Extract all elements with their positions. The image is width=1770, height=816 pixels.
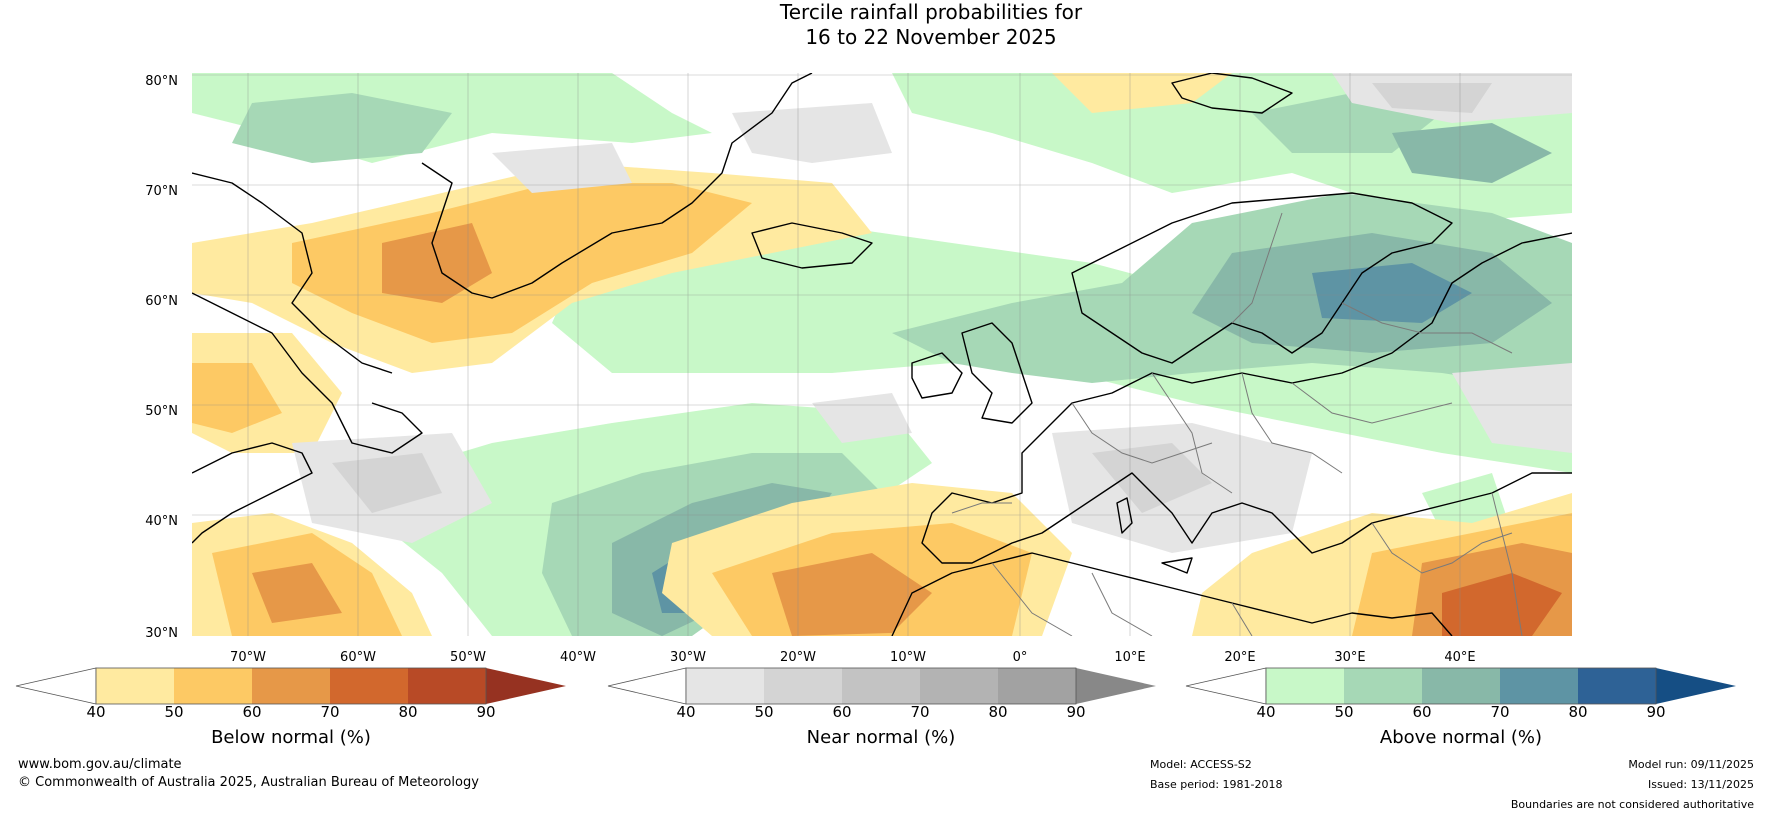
below-normal-colorbar-svg	[15, 667, 566, 705]
rainfall-probability-map	[192, 73, 1572, 636]
below-tick-80: 80	[398, 703, 418, 721]
model-name: Model: ACCESS-S2	[1150, 758, 1252, 771]
near-swatch-3	[842, 668, 920, 704]
above-swatch-3	[1422, 668, 1500, 704]
lon-label-70w: 70°W	[230, 650, 266, 665]
above-swatch-2	[1344, 668, 1422, 704]
lon-label-20w: 20°W	[780, 650, 816, 665]
above-normal-colorbar	[1185, 667, 1736, 705]
above-swatch-4	[1500, 668, 1578, 704]
lat-label-50n: 50°N	[145, 404, 178, 419]
lat-label-80n: 80°N	[145, 74, 178, 89]
above-swatch-5	[1578, 668, 1656, 704]
below-tick-50: 50	[164, 703, 184, 721]
below-swatch-3	[252, 668, 330, 704]
lon-label-20e: 20°E	[1224, 650, 1256, 665]
below-swatch-2	[174, 668, 252, 704]
country-borders	[951, 212, 1523, 636]
near-tick-70: 70	[910, 703, 930, 721]
title-line-1: Tercile rainfall probabilities for	[779, 0, 1083, 24]
map-canvas	[192, 73, 1572, 636]
near-swatch-4	[920, 668, 998, 704]
lon-label-50w: 50°W	[450, 650, 486, 665]
map-title: Tercile rainfall probabilities for 16 to…	[0, 0, 1770, 50]
above-tick-60: 60	[1412, 703, 1432, 721]
below-tick-60: 60	[242, 703, 262, 721]
near-normal-colorbar	[607, 667, 1158, 705]
copyright-text: © Commonwealth of Australia 2025, Austra…	[18, 775, 479, 790]
near-swatch-2	[764, 668, 842, 704]
near-tick-50: 50	[754, 703, 774, 721]
near-swatch-5	[998, 668, 1076, 704]
near-tick-90: 90	[1066, 703, 1086, 721]
below-swatch-5	[408, 668, 486, 704]
lat-label-70n: 70°N	[145, 184, 178, 199]
lon-label-0: 0°	[1012, 650, 1028, 665]
lon-label-60w: 60°W	[340, 650, 376, 665]
lat-label-60n: 60°N	[145, 294, 178, 309]
lon-label-10e: 10°E	[1114, 650, 1146, 665]
near-normal-colorbar-svg	[607, 667, 1156, 705]
near-tick-60: 60	[832, 703, 852, 721]
below-tick-90: 90	[476, 703, 496, 721]
model-run-date: Model run: 09/11/2025	[1628, 758, 1754, 771]
below-tick-70: 70	[320, 703, 340, 721]
below-swatch-4	[330, 668, 408, 704]
graticule	[192, 73, 1572, 636]
near-tick-40: 40	[676, 703, 696, 721]
above-tick-70: 70	[1490, 703, 1510, 721]
below-normal-colorbar	[15, 667, 566, 705]
below-normal-70-regions	[1442, 573, 1562, 636]
lon-label-10w: 10°W	[890, 650, 926, 665]
above-normal-colorbar-svg	[1185, 667, 1736, 705]
above-tick-50: 50	[1334, 703, 1354, 721]
boundaries-disclaimer: Boundaries are not considered authoritat…	[1510, 798, 1754, 811]
above-tick-90: 90	[1646, 703, 1666, 721]
title-line-2: 16 to 22 November 2025	[805, 25, 1057, 49]
lat-label-30n: 30°N	[145, 626, 178, 641]
above-swatch-6	[1656, 668, 1736, 704]
issued-date: Issued: 13/11/2025	[1647, 778, 1754, 791]
base-period: Base period: 1981-2018	[1150, 778, 1283, 791]
above-swatch-1	[1266, 668, 1344, 704]
near-normal-50-regions	[332, 83, 1492, 513]
near-tick-80: 80	[988, 703, 1008, 721]
lon-label-30e: 30°E	[1334, 650, 1366, 665]
below-swatch-1	[96, 668, 174, 704]
coastlines	[192, 73, 1572, 636]
below-swatch-6	[486, 668, 566, 704]
below-normal-label: Below normal (%)	[211, 727, 371, 748]
below-tick-40: 40	[86, 703, 106, 721]
above-tick-40: 40	[1256, 703, 1276, 721]
lon-label-30w: 30°W	[670, 650, 706, 665]
lon-label-40e: 40°E	[1444, 650, 1476, 665]
near-swatch-6	[1076, 668, 1156, 704]
website-link[interactable]: www.bom.gov.au/climate	[18, 757, 182, 772]
lon-label-40w: 40°W	[560, 650, 596, 665]
above-normal-label: Above normal (%)	[1379, 727, 1543, 748]
near-swatch-1	[686, 668, 764, 704]
lat-label-40n: 40°N	[145, 514, 178, 529]
above-tick-80: 80	[1568, 703, 1588, 721]
near-normal-label: Near normal (%)	[806, 727, 956, 748]
